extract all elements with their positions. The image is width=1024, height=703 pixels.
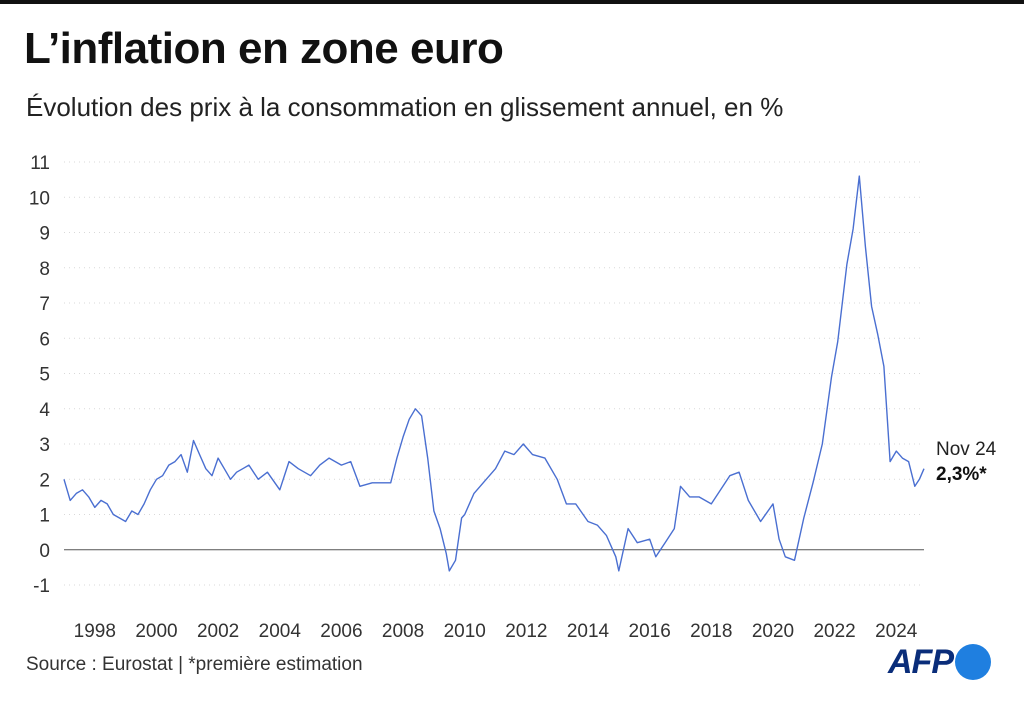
afp-logo: AFP [888,642,991,682]
y-tick-label: 10 [29,188,50,209]
chart-subtitle: Évolution des prix à la consommation en … [26,92,784,122]
y-tick-label: 0 [39,541,50,562]
top-rule [0,0,1024,4]
x-tick-label: 2008 [382,621,424,642]
y-tick-label: 3 [39,435,50,456]
x-tick-label: 2010 [444,621,486,642]
x-tick-label: 2000 [135,621,177,642]
x-tick-label: 2012 [505,621,547,642]
y-tick-label: 4 [39,400,50,421]
y-tick-label: 9 [39,224,50,245]
afp-logo-dot [955,644,991,680]
chart-title: L’inflation en zone euro [24,24,504,73]
x-tick-label: 2014 [567,621,610,642]
y-tick-label: -1 [33,576,50,597]
afp-logo-text: AFP [888,643,954,681]
y-tick-label: 2 [39,470,50,491]
x-tick-label: 2016 [629,621,671,642]
y-tick-label: 5 [39,365,50,386]
y-tick-label: 6 [39,329,50,350]
x-tick-label: 2022 [813,621,855,642]
x-tick-label: 2006 [320,621,362,642]
last-value-label: 2,3%* [936,464,987,485]
x-tick-label: 2024 [875,621,918,642]
last-value-date-label: Nov 24 [936,439,997,460]
inflation-series-line [63,175,925,572]
x-tick-label: 2002 [197,621,239,642]
x-tick-label: 2018 [690,621,732,642]
y-tick-label: 7 [39,294,50,315]
y-tick-label: 11 [30,153,50,174]
x-tick-label: 1998 [74,621,116,642]
y-tick-label: 1 [39,506,50,527]
source-note: Source : Eurostat | *première estimation [26,654,363,675]
x-tick-label: 2004 [259,621,302,642]
y-tick-label: 8 [39,259,50,280]
x-tick-label: 2020 [752,621,794,642]
